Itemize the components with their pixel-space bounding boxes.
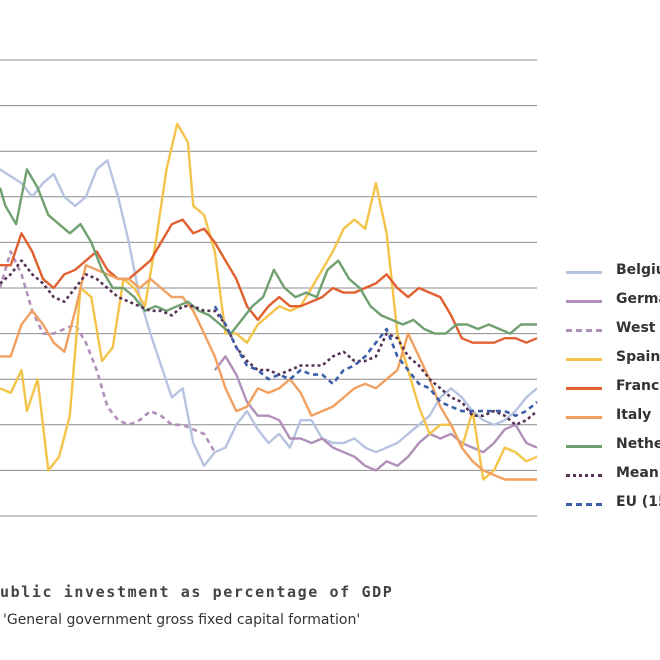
legend-swatch — [566, 300, 602, 303]
legend-label: Mean — [616, 465, 659, 481]
legend-item-nether: Nether — [566, 436, 660, 456]
legend-label: West — [616, 320, 656, 336]
legend-swatch — [566, 271, 602, 274]
legend-item-spain: Spain — [566, 349, 660, 369]
legend-label: Italy — [616, 407, 652, 423]
legend-item-mean: Mean — [566, 465, 660, 485]
legend-label: Nether — [616, 436, 660, 452]
legend-swatch — [566, 329, 602, 332]
legend-label: Spain — [616, 349, 660, 365]
legend-label: EU (15 — [616, 494, 660, 510]
series-line-spain — [0, 122, 538, 481]
legend-item-belgiu: Belgiu — [566, 262, 660, 282]
legend-swatch — [566, 358, 602, 361]
chart-caption-title: ublic investment as percentage of GDP — [0, 583, 394, 601]
legend-item-west: West — [566, 320, 660, 340]
series-line-france — [0, 218, 538, 344]
series-line-mean — [0, 259, 538, 427]
series-line-germa — [213, 355, 538, 472]
legend-swatch — [566, 445, 602, 448]
grid-lines — [0, 59, 537, 517]
series-line-west — [0, 250, 216, 453]
legend-swatch — [566, 503, 602, 506]
legend-swatch — [566, 416, 602, 419]
legend-item-eu-15: EU (15 — [566, 494, 660, 514]
legend-label: France — [616, 378, 660, 394]
chart-caption-subtitle: 'General government gross fixed capital … — [3, 612, 361, 628]
series-line-belgiu — [0, 159, 538, 467]
series-line-italy — [0, 264, 537, 481]
legend-item-france: France — [566, 378, 660, 398]
legend-label: Belgiu — [616, 262, 660, 278]
legend-item-italy: Italy — [566, 407, 660, 427]
series-line-eu-15 — [213, 305, 538, 418]
series-lines — [0, 122, 538, 481]
series-line-nether — [0, 168, 537, 335]
legend-label: Germa — [616, 291, 660, 307]
legend-swatch — [566, 387, 602, 390]
legend-item-germa: Germa — [566, 291, 660, 311]
legend-swatch — [566, 474, 602, 477]
